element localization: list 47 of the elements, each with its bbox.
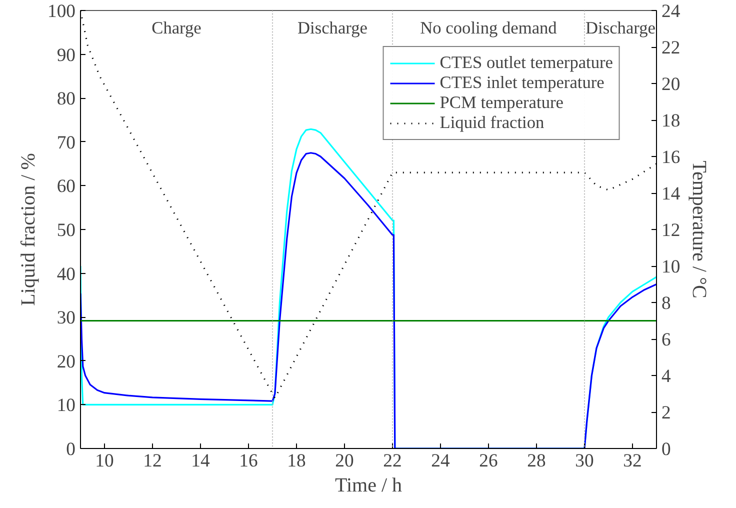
x-tick-label: 22	[383, 450, 402, 472]
y2-tick-label: 18	[662, 110, 680, 132]
x-tick-label: 30	[575, 450, 594, 472]
y2-tick-label: 20	[662, 74, 680, 95]
annotation: Discharge	[586, 18, 656, 38]
y2-tick-label: 10	[662, 256, 680, 278]
y2-tick-label: 16	[662, 147, 680, 168]
x-axis-title: Time / h	[334, 474, 402, 496]
y-tick-label: 90	[56, 44, 76, 66]
x-tick-label: 12	[143, 450, 162, 472]
y2-tick-label: 6	[662, 330, 671, 350]
y-axis-title: Liquid fraction / %	[18, 153, 40, 306]
y-tick-label: 0	[66, 439, 76, 460]
x-tick-label: 28	[527, 450, 546, 472]
x-tick-label: 24	[431, 450, 450, 472]
y2-tick-label: 2	[662, 402, 671, 424]
y2-tick-label: 8	[662, 293, 671, 314]
legend-label: CTES inlet temperature	[440, 73, 604, 93]
y2-tick-label: 0	[662, 439, 671, 460]
legend-label: Liquid fraction	[440, 113, 544, 133]
y-tick-label: 70	[56, 132, 76, 154]
y2-tick-label: 24	[662, 1, 681, 22]
x-tick-label: 20	[335, 450, 354, 472]
legend-label: CTES outlet temerpature	[440, 53, 613, 73]
y-tick-label: 30	[56, 308, 76, 329]
annotation: Discharge	[298, 18, 368, 38]
x-tick-label: 16	[239, 450, 258, 472]
y2-axis-title: Temperature / °C	[688, 160, 710, 298]
y-tick-label: 50	[56, 220, 76, 241]
annotation: No cooling demand	[420, 18, 558, 38]
y2-tick-label: 4	[662, 366, 672, 387]
y2-tick-label: 14	[662, 184, 681, 204]
y-tick-label: 60	[56, 176, 76, 198]
y-tick-label: 40	[56, 264, 76, 285]
y2-tick-label: 12	[662, 220, 680, 241]
y-tick-label: 10	[56, 395, 76, 416]
x-tick-label: 10	[95, 450, 114, 472]
x-tick-label: 32	[623, 450, 642, 472]
x-tick-label: 26	[479, 450, 498, 472]
x-tick-label: 14	[191, 450, 210, 472]
y-tick-label: 100	[48, 1, 76, 22]
legend-label: PCM temperature	[440, 93, 564, 113]
y-tick-label: 20	[56, 351, 76, 372]
annotation: Charge	[152, 18, 202, 38]
y2-tick-label: 22	[662, 38, 680, 58]
y-tick-label: 80	[56, 88, 76, 110]
x-tick-label: 18	[287, 450, 306, 472]
